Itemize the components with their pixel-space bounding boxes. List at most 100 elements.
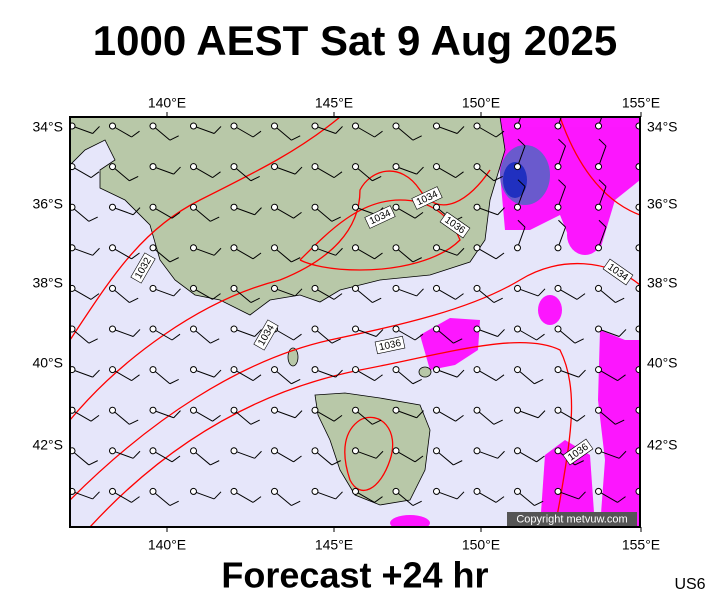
barb-feather bbox=[495, 252, 505, 260]
wind-barb bbox=[271, 487, 301, 506]
wind-barb bbox=[514, 138, 526, 171]
barb-feather bbox=[372, 297, 382, 303]
wind-barb bbox=[473, 406, 503, 425]
barb-shaft bbox=[276, 208, 294, 219]
barb-station bbox=[433, 366, 440, 374]
barb-feather bbox=[210, 338, 220, 344]
barb-shaft bbox=[155, 451, 173, 463]
wind-barb bbox=[190, 447, 220, 466]
barb-feather bbox=[375, 450, 384, 459]
wind-barb bbox=[149, 325, 181, 341]
barb-shaft bbox=[317, 126, 336, 134]
barb-station bbox=[554, 406, 562, 414]
barb-station bbox=[595, 203, 602, 211]
barb-feather bbox=[615, 419, 625, 425]
wind-barb bbox=[271, 122, 301, 141]
wind-barb bbox=[473, 447, 505, 459]
lat-label: 42°S bbox=[32, 437, 63, 453]
barb-shaft bbox=[276, 249, 292, 263]
map-title: 1000 AEST Sat 9 Aug 2025 bbox=[93, 17, 617, 64]
barb-feather bbox=[374, 374, 383, 382]
barb-station bbox=[230, 325, 238, 333]
barb-station bbox=[149, 447, 157, 455]
barb-feather bbox=[576, 293, 586, 300]
wind-barb bbox=[190, 406, 221, 422]
barb-shaft bbox=[317, 167, 335, 179]
barb-feather bbox=[456, 369, 465, 378]
barb-shaft bbox=[560, 411, 578, 422]
isobar-label-box bbox=[411, 186, 443, 210]
isobar-label-box bbox=[562, 438, 594, 466]
barb-station bbox=[271, 447, 278, 455]
barb-shaft bbox=[599, 145, 607, 164]
barb-station bbox=[392, 244, 400, 252]
wind-barb bbox=[109, 203, 141, 216]
barb-shaft bbox=[439, 248, 458, 256]
barb-feather bbox=[129, 175, 139, 182]
barb-station bbox=[473, 406, 481, 414]
barb-station bbox=[554, 366, 562, 374]
wind-barb bbox=[271, 447, 302, 463]
barb-shaft bbox=[154, 371, 171, 385]
wind-barb bbox=[109, 244, 140, 260]
isobar-label-box bbox=[253, 319, 279, 351]
wind-barb bbox=[149, 122, 179, 141]
barb-shaft bbox=[277, 167, 296, 175]
barb-feather bbox=[456, 126, 465, 134]
barb-shaft bbox=[74, 167, 92, 179]
barb-feather bbox=[92, 491, 100, 500]
barb-shaft bbox=[236, 248, 254, 260]
wind-barb bbox=[149, 366, 179, 385]
barb-feather bbox=[171, 212, 181, 219]
lat-label: 42°S bbox=[647, 437, 678, 453]
barb-feather bbox=[412, 500, 422, 506]
barb-shaft bbox=[639, 145, 640, 164]
barb-station bbox=[149, 244, 157, 252]
barb-shaft bbox=[558, 117, 566, 124]
barb-shaft bbox=[642, 411, 660, 417]
barb-shaft bbox=[317, 491, 336, 500]
barb-station bbox=[271, 122, 278, 130]
wind-barb bbox=[392, 366, 422, 385]
barb-shaft bbox=[398, 288, 417, 297]
wind-barb bbox=[230, 487, 262, 503]
barb-feather bbox=[173, 166, 181, 175]
barb-station bbox=[595, 406, 602, 414]
barb-shaft bbox=[600, 492, 618, 503]
barb-shaft bbox=[154, 492, 171, 506]
barb-shaft bbox=[277, 288, 296, 297]
barb-shaft bbox=[235, 289, 252, 303]
barb-feather bbox=[536, 455, 545, 463]
barb-station bbox=[109, 203, 116, 211]
barb-station bbox=[190, 284, 197, 292]
barb-feather bbox=[558, 138, 566, 147]
barb-shaft bbox=[196, 126, 215, 134]
barb-feather bbox=[558, 179, 566, 187]
wind-barb bbox=[190, 122, 222, 134]
barb-feather bbox=[598, 138, 607, 147]
barb-feather bbox=[656, 377, 665, 386]
wind-barb bbox=[271, 366, 301, 385]
barb-shaft bbox=[599, 186, 607, 205]
wind-barb bbox=[311, 366, 343, 378]
barb-station bbox=[514, 406, 521, 414]
barb-station bbox=[149, 163, 157, 171]
barb-shaft bbox=[195, 208, 211, 222]
barb-shaft bbox=[277, 410, 296, 419]
barb-station bbox=[595, 447, 602, 455]
barb-feather bbox=[456, 491, 465, 500]
barb-shaft bbox=[74, 370, 93, 378]
barb-shaft bbox=[316, 208, 333, 222]
barb-feather bbox=[374, 130, 383, 138]
barb-station bbox=[433, 447, 440, 455]
barb-station bbox=[595, 325, 602, 333]
barb-feather bbox=[495, 374, 505, 382]
barb-shaft bbox=[115, 329, 134, 337]
wind-barb bbox=[109, 163, 139, 182]
wind-barb bbox=[595, 284, 625, 303]
barb-feather bbox=[517, 219, 526, 228]
barb-shaft bbox=[560, 370, 579, 378]
barb-feather bbox=[213, 369, 222, 378]
isobar-label: 1036 bbox=[374, 335, 406, 355]
barb-shaft bbox=[397, 492, 414, 506]
